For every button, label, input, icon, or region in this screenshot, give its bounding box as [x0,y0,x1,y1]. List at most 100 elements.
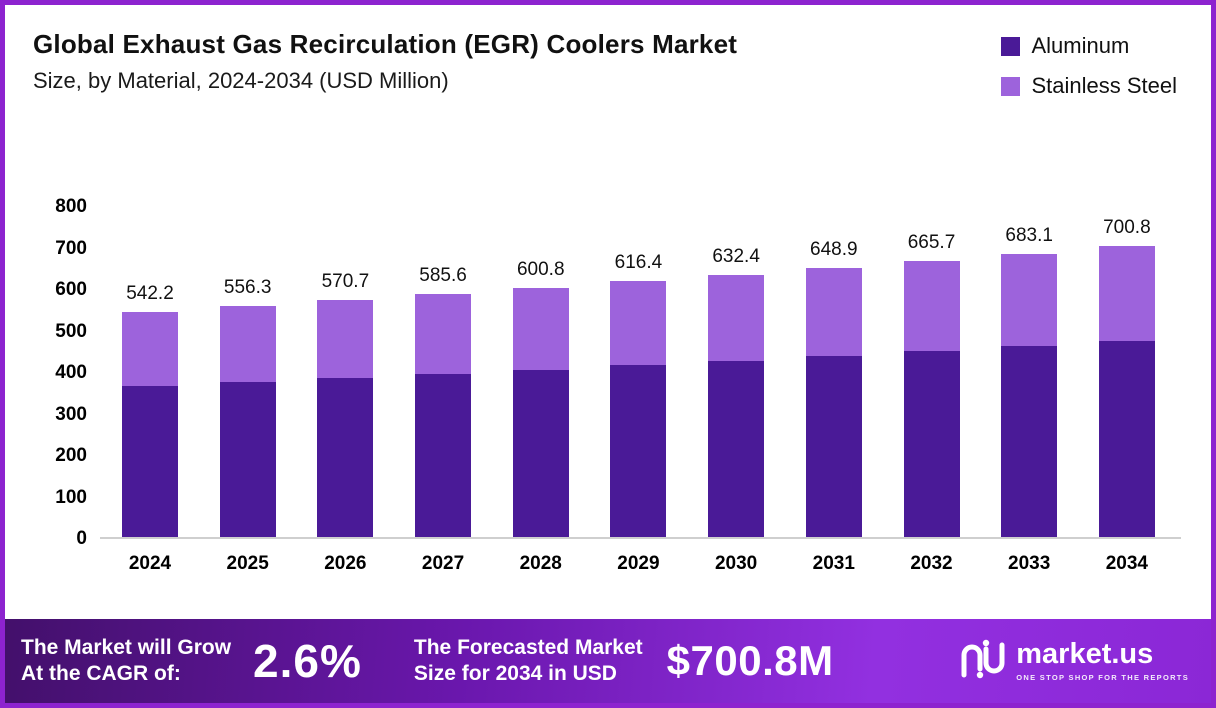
legend-label: Stainless Steel [1031,73,1177,98]
bar-stack [805,267,862,537]
x-axis-label: 2033 [1008,553,1051,574]
brand-logo: market.us ONE STOP SHOP FOR THE REPORTS [960,639,1189,684]
x-axis-label: 2030 [714,553,758,574]
y-axis-tick-label: 800 [55,196,87,217]
bar-group-2025: 556.3 2025 [219,207,276,574]
bar-group-2027: 585.6 2027 [415,207,472,574]
chart-subtitle: Size, by Material, 2024-2034 (USD Millio… [33,68,449,93]
brand-tagline: ONE STOP SHOP FOR THE REPORTS [1016,673,1189,682]
bar-segment-aluminum [415,373,472,537]
bar-total-label: 556.3 [223,277,272,299]
forecast-caption-line2: Size for 2034 in USD [413,662,617,685]
bar-segment-stainless-steel [317,300,374,378]
marketus-logo-icon [960,639,1006,684]
bar-segment-aluminum [903,351,960,537]
cagr-caption-line1: The Market will Grow [21,635,232,659]
bar-segment-stainless-steel [219,306,276,382]
bar-stack [219,306,276,537]
title-block: Global Exhaust Gas Recirculation (EGR) C… [33,29,737,94]
plot-area: 542.2 2024 556.3 2025 570.7 2026 585.6 2027 600.… [100,207,1181,574]
bar-segment-stainless-steel [122,312,178,386]
bar-total-label: 600.8 [516,258,565,280]
legend: Aluminum Stainless Steel [1001,29,1177,99]
forecast-caption: The Forecasted Market Size for 2034 in U… [414,635,643,688]
chart-title: Global Exhaust Gas Recirculation (EGR) C… [33,29,738,59]
legend-label: Aluminum [1031,33,1130,58]
x-axis-label: 2025 [226,553,269,574]
y-axis-tick-label: 700 [55,237,87,259]
legend-swatch [1001,36,1021,56]
stacked-bar-chart: 0 100 200 300 400 500 600 700 800 542.2 2024 556.3… [55,196,1181,574]
bar-group-2034: 700.8 2034 [1098,207,1155,574]
bar-total-label: 648.9 [810,238,858,260]
bar-segment-stainless-steel [415,293,472,374]
bar-segment-aluminum [512,369,569,537]
x-axis-label: 2032 [910,553,953,574]
x-axis-label: 2034 [1105,553,1149,574]
bar-total-label: 542.2 [126,283,174,304]
bar-stack [1098,246,1155,537]
bar-total-label: 632.4 [712,245,760,267]
legend-swatch [1001,76,1021,96]
y-axis-tick-label: 400 [55,362,87,383]
bar-segment-stainless-steel [512,287,569,370]
bar-stack [512,287,569,537]
bar-group-2026: 570.7 2026 [317,207,374,574]
cagr-caption-line2: At the CAGR of: [21,662,181,685]
bar-total-label: 683.1 [1005,224,1053,246]
bar-stack [1001,253,1058,537]
bar-group-2033: 683.1 2033 [1001,207,1058,574]
header: Global Exhaust Gas Recirculation (EGR) C… [5,5,1211,99]
bar-stack [708,274,765,537]
y-axis-tick-label: 100 [55,486,87,508]
y-axis-tick-label: 0 [76,528,87,549]
x-axis-label: 2024 [128,553,172,574]
forecast-value: $700.8M [666,637,834,684]
bar-group-2031: 648.9 2031 [805,207,862,574]
forecast-caption-line1: The Forecasted Market [413,635,643,659]
footer-banner: The Market will Grow At the CAGR of: 2.6… [5,619,1211,703]
bar-segment-aluminum [1001,346,1058,537]
x-axis-label: 2027 [421,553,465,574]
bar-segment-stainless-steel [805,267,862,356]
brand-name: market.us [1016,638,1154,670]
bar-stack [122,312,178,537]
y-axis-tick-label: 600 [55,279,87,300]
y-axis-tick-label: 200 [55,445,87,466]
bar-total-label: 665.7 [907,231,956,253]
bar-stack [317,300,374,537]
bar-segment-stainless-steel [903,260,960,352]
bar-total-label: 570.7 [321,271,370,293]
bar-group-2030: 632.4 2030 [708,207,765,574]
y-axis-tick-label: 300 [55,403,87,425]
legend-item-aluminum: Aluminum [1001,33,1177,59]
bar-group-2028: 600.8 2028 [512,207,569,574]
bar-total-label: 700.8 [1103,217,1151,239]
bar-segment-stainless-steel [1098,246,1155,342]
bar-segment-stainless-steel [708,274,765,361]
cagr-caption: The Market will Grow At the CAGR of: [21,635,231,688]
bar-segment-stainless-steel [1001,253,1058,347]
bar-segment-aluminum [805,355,862,537]
bar-group-2032: 665.7 2032 [903,207,960,574]
brand-text: market.us ONE STOP SHOP FOR THE REPORTS [1016,638,1189,683]
bar-stack [903,260,960,537]
bar-segment-aluminum [122,385,178,537]
x-axis-label: 2026 [324,553,367,574]
bar-segment-aluminum [219,381,276,537]
legend-item-stainless-steel: Stainless Steel [1001,73,1177,99]
bar-group-2024: 542.2 2024 [122,207,178,574]
bar-segment-aluminum [708,360,765,537]
y-axis-tick-label: 500 [55,320,87,342]
x-axis-label: 2031 [812,553,855,574]
bar-stack [415,293,472,537]
bar-segment-aluminum [317,377,374,537]
y-axis: 0 100 200 300 400 500 600 700 800 [25,196,87,549]
x-axis-label: 2028 [519,553,562,574]
bar-segment-aluminum [1098,341,1155,537]
cagr-value: 2.6% [253,635,362,687]
bar-stack [610,281,667,537]
bar-group-2029: 616.4 2029 [610,207,667,574]
x-axis-label: 2029 [617,553,660,574]
